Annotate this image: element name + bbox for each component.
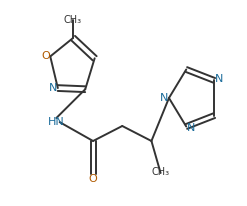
Text: N: N xyxy=(215,74,224,84)
Text: N: N xyxy=(48,83,57,93)
Text: N: N xyxy=(160,93,168,103)
Text: O: O xyxy=(89,173,97,184)
Text: CH₃: CH₃ xyxy=(64,15,82,25)
Text: HN: HN xyxy=(48,117,65,127)
Text: CH₃: CH₃ xyxy=(152,167,170,177)
Text: O: O xyxy=(41,52,50,61)
Text: N: N xyxy=(187,123,196,133)
